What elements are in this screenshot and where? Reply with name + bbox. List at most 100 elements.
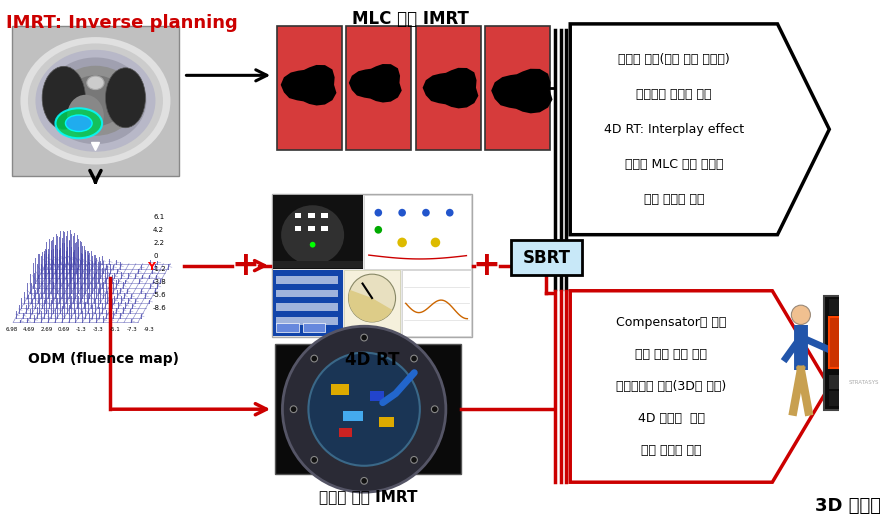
Text: -3.3: -3.3 <box>92 327 103 332</box>
Ellipse shape <box>67 95 104 137</box>
Text: 정도 관리가 간단: 정도 관리가 간단 <box>641 444 701 457</box>
FancyBboxPatch shape <box>275 344 461 475</box>
FancyBboxPatch shape <box>347 26 411 150</box>
Ellipse shape <box>106 68 145 128</box>
Ellipse shape <box>65 75 126 126</box>
Text: MLC 기반 IMRT: MLC 기반 IMRT <box>352 10 469 28</box>
Polygon shape <box>281 65 336 105</box>
Circle shape <box>398 237 407 247</box>
Circle shape <box>310 242 316 248</box>
Text: 4D RT: 4D RT <box>345 351 400 369</box>
Ellipse shape <box>20 37 171 165</box>
Text: 치료시간 급격히 증가: 치료시간 급격히 증가 <box>636 88 712 101</box>
Text: 정도 관리가 복잡: 정도 관리가 복잡 <box>643 193 704 206</box>
Text: -1.3: -1.3 <box>76 327 86 332</box>
Circle shape <box>446 209 453 217</box>
Text: +: + <box>231 249 260 282</box>
Circle shape <box>411 355 417 362</box>
FancyBboxPatch shape <box>272 194 473 337</box>
Text: -3.8: -3.8 <box>153 279 167 285</box>
Circle shape <box>375 209 382 217</box>
Ellipse shape <box>42 66 85 129</box>
Text: -5.1: -5.1 <box>110 327 121 332</box>
Bar <box>370 391 384 401</box>
Text: Y: Y <box>147 262 156 271</box>
Text: +: + <box>473 249 501 282</box>
Text: 0: 0 <box>153 253 158 259</box>
Wedge shape <box>348 290 392 322</box>
Ellipse shape <box>28 43 163 158</box>
Polygon shape <box>491 69 553 114</box>
FancyBboxPatch shape <box>830 299 880 315</box>
Text: 6.1: 6.1 <box>153 214 165 220</box>
Circle shape <box>361 477 368 484</box>
Circle shape <box>375 226 382 234</box>
Circle shape <box>431 406 438 413</box>
Bar <box>339 428 352 437</box>
Ellipse shape <box>45 57 146 144</box>
FancyBboxPatch shape <box>830 317 880 368</box>
Circle shape <box>430 237 440 247</box>
Text: 다양한 MLC 관련 문제점: 다양한 MLC 관련 문제점 <box>625 158 723 171</box>
FancyBboxPatch shape <box>830 391 880 406</box>
FancyBboxPatch shape <box>344 270 400 336</box>
FancyBboxPatch shape <box>511 240 582 276</box>
Text: STRATASYS: STRATASYS <box>849 380 879 385</box>
Text: 4D 치료에  용이: 4D 치료에 용이 <box>638 412 705 425</box>
Text: -7.3: -7.3 <box>127 327 137 332</box>
FancyBboxPatch shape <box>276 290 338 298</box>
Circle shape <box>311 355 318 362</box>
FancyBboxPatch shape <box>276 317 338 325</box>
Text: ODM (fluence map): ODM (fluence map) <box>28 352 179 366</box>
Text: IMRT: Inverse planning: IMRT: Inverse planning <box>6 14 238 32</box>
Ellipse shape <box>55 108 102 138</box>
Ellipse shape <box>65 115 92 132</box>
Bar <box>332 384 348 395</box>
Bar <box>295 226 301 231</box>
FancyBboxPatch shape <box>276 276 338 284</box>
FancyBboxPatch shape <box>303 322 326 332</box>
Ellipse shape <box>87 76 104 90</box>
Circle shape <box>282 326 446 492</box>
Text: 4.69: 4.69 <box>23 327 35 332</box>
Text: -5.6: -5.6 <box>153 292 166 298</box>
Circle shape <box>308 352 420 466</box>
Text: 선질 변화 보정 필요: 선질 변화 보정 필요 <box>635 348 708 361</box>
Bar <box>343 411 363 421</box>
Text: 치료시간이 짧다(3D와 비슷): 치료시간이 짧다(3D와 비슷) <box>616 380 726 393</box>
FancyBboxPatch shape <box>824 296 880 410</box>
Polygon shape <box>422 68 479 108</box>
Polygon shape <box>570 24 829 235</box>
FancyBboxPatch shape <box>273 195 363 269</box>
Bar <box>321 213 328 218</box>
Text: -8.6: -8.6 <box>153 305 167 311</box>
Circle shape <box>422 209 429 217</box>
Wedge shape <box>348 274 396 322</box>
Circle shape <box>290 406 297 413</box>
Text: 0.69: 0.69 <box>57 327 70 332</box>
Circle shape <box>791 305 810 325</box>
Text: 보편적 방법(별도 장치 불필요): 보편적 방법(별도 장치 불필요) <box>618 53 730 66</box>
Text: 6.98: 6.98 <box>6 327 18 332</box>
Text: -1.2: -1.2 <box>153 266 166 272</box>
Text: Compensator가 필요: Compensator가 필요 <box>616 316 727 329</box>
Text: 2.2: 2.2 <box>153 240 164 246</box>
Text: SBRT: SBRT <box>523 249 570 267</box>
FancyBboxPatch shape <box>273 270 343 336</box>
Ellipse shape <box>35 50 156 152</box>
Ellipse shape <box>55 66 136 136</box>
Circle shape <box>411 457 417 463</box>
FancyBboxPatch shape <box>830 375 880 389</box>
Bar <box>308 226 315 231</box>
Bar <box>378 417 394 427</box>
Text: -9.3: -9.3 <box>144 327 155 332</box>
Circle shape <box>399 209 406 217</box>
FancyBboxPatch shape <box>416 26 480 150</box>
FancyBboxPatch shape <box>402 270 471 336</box>
Circle shape <box>361 334 368 341</box>
Bar <box>295 213 301 218</box>
Ellipse shape <box>281 205 344 265</box>
Text: 4D RT: Interplay effect: 4D RT: Interplay effect <box>604 123 744 136</box>
FancyBboxPatch shape <box>276 322 299 332</box>
FancyBboxPatch shape <box>273 261 363 268</box>
